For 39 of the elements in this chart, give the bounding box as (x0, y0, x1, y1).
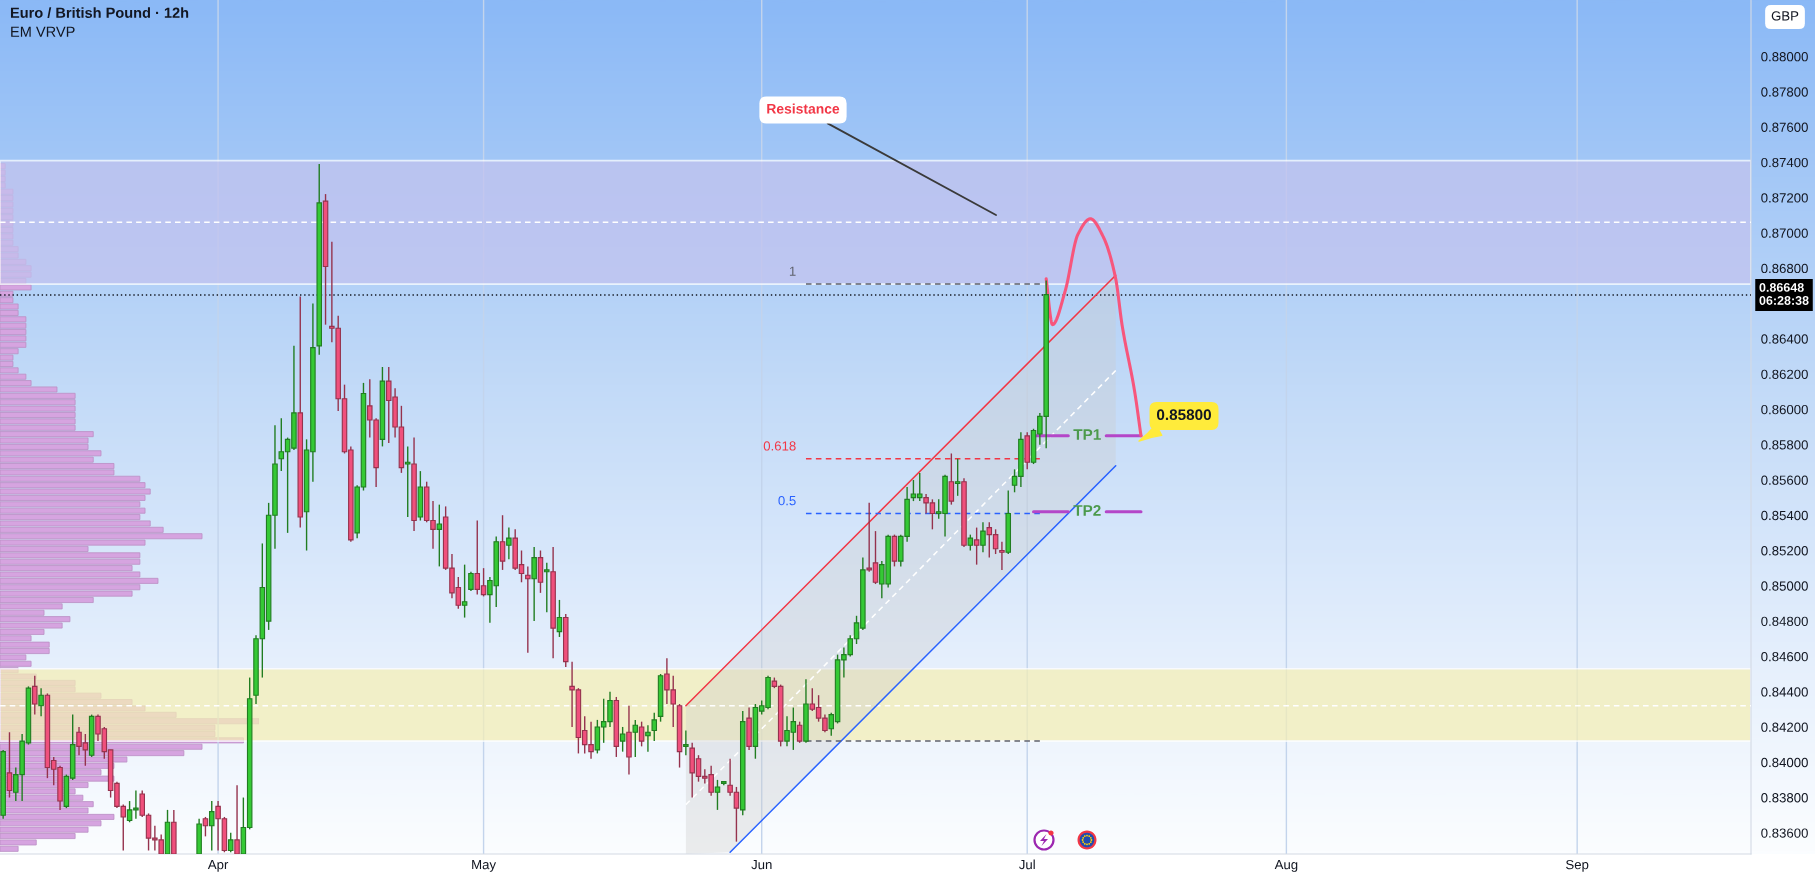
y-tick-label: 0.86200 (1761, 369, 1808, 379)
x-tick-label: Apr (207, 860, 229, 872)
y-tick-label: 0.87200 (1761, 193, 1808, 203)
x-tick-label: Jul (1018, 859, 1035, 870)
y-tick-label: 0.87600 (1761, 122, 1808, 132)
y-tick-label: 0.88000 (1761, 52, 1808, 62)
annotation: 0.85800 (1156, 409, 1211, 421)
y-tick-label: 0.86000 (1761, 404, 1808, 415)
y-tick-label: 0.87000 (1761, 228, 1808, 238)
annotation: Resistance (767, 103, 840, 114)
ref-line-label: 0.86648 06:28:38 (1759, 283, 1809, 305)
y-tick-label: 0.85200 (1761, 546, 1808, 556)
series-label: 0.5 (778, 495, 796, 506)
y-tick-label: 0.83800 (1761, 793, 1808, 803)
series-label: TP2 (1073, 504, 1101, 516)
series-label: 1 (789, 266, 796, 276)
y-tick-label: 0.86400 (1761, 334, 1808, 344)
x-tick-label: Aug (1274, 860, 1298, 872)
series-label: 0.618 (763, 441, 796, 451)
series-label: TP1 (1073, 429, 1101, 440)
y-tick-label: 0.87800 (1761, 87, 1808, 97)
y-tick-label: 0.87400 (1761, 157, 1808, 168)
y-tick-label: 0.83600 (1761, 828, 1808, 838)
y-axis-title: GBP (1771, 11, 1799, 21)
y-tick-label: 0.84200 (1761, 722, 1808, 732)
y-tick-label: 0.85800 (1761, 440, 1808, 450)
y-tick-label: 0.85400 (1761, 510, 1808, 521)
y-tick-label: 0.84800 (1761, 616, 1808, 626)
y-tick-label: 0.84400 (1761, 687, 1808, 697)
y-tick-label: 0.84600 (1761, 651, 1808, 662)
y-tick-label: 0.85600 (1761, 475, 1808, 485)
text: EM VRVP (11, 26, 75, 37)
y-tick-label: 0.85000 (1761, 581, 1808, 591)
x-tick-label: Jun (751, 860, 772, 870)
y-tick-label: 0.84000 (1761, 757, 1808, 768)
x-tick-label: May (472, 860, 497, 872)
y-tick-label: 0.86800 (1761, 263, 1808, 274)
x-tick-label: Sep (1566, 859, 1589, 872)
chart-title: Euro / British Pound · 12h (10, 7, 189, 19)
